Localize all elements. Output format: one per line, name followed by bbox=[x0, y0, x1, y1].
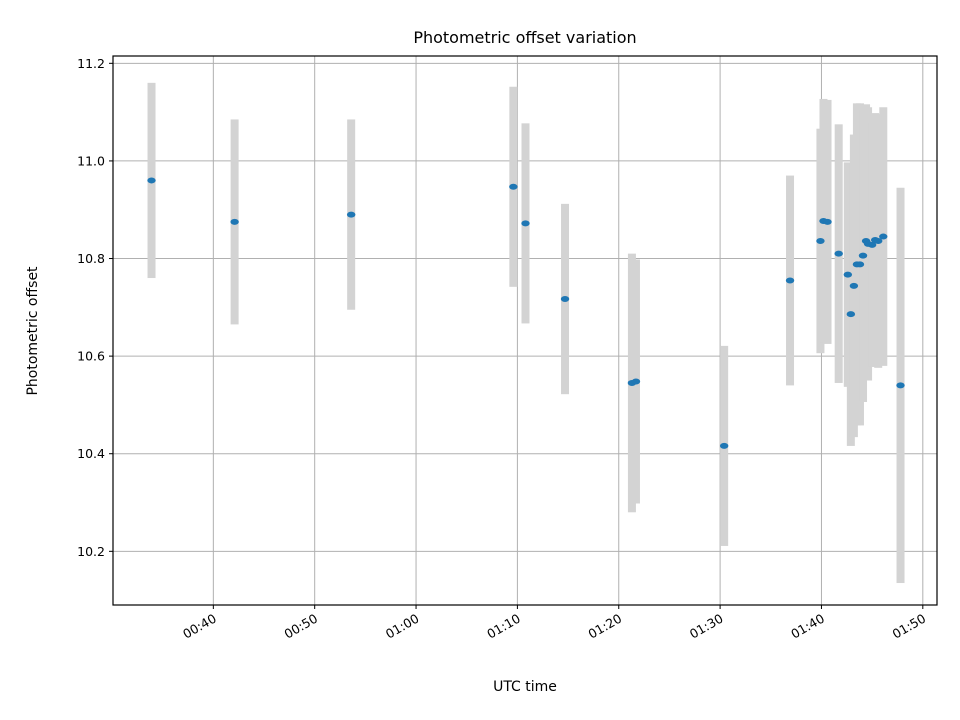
data-point bbox=[855, 261, 865, 268]
data-point bbox=[867, 241, 877, 248]
data-points bbox=[147, 177, 905, 449]
y-axis-label: Photometric offset bbox=[25, 266, 41, 396]
data-point bbox=[560, 296, 570, 303]
plot-frame bbox=[112, 55, 938, 606]
data-point bbox=[230, 218, 239, 225]
y-tick-label: 11.0 bbox=[77, 153, 105, 168]
data-point bbox=[719, 442, 729, 449]
data-point bbox=[147, 177, 156, 184]
data-point bbox=[849, 282, 859, 289]
data-point bbox=[785, 277, 795, 284]
y-tick-label: 10.6 bbox=[77, 349, 105, 364]
data-point bbox=[858, 252, 868, 259]
x-tick-label: 01:50 bbox=[890, 611, 929, 642]
data-point bbox=[521, 220, 530, 227]
error-bars bbox=[147, 82, 905, 584]
x-tick-label: 01:20 bbox=[586, 611, 625, 642]
y-tick-label: 10.8 bbox=[77, 251, 105, 266]
x-axis-label: UTC time bbox=[493, 679, 557, 695]
y-tick-label: 11.2 bbox=[77, 56, 105, 71]
data-point bbox=[823, 218, 832, 225]
data-point bbox=[816, 237, 825, 244]
data-point bbox=[846, 311, 856, 318]
x-tick-label: 00:40 bbox=[180, 611, 219, 642]
x-tick-label: 00:50 bbox=[281, 611, 320, 642]
data-point bbox=[509, 183, 518, 190]
data-point bbox=[874, 237, 883, 244]
data-point bbox=[631, 378, 641, 385]
x-tick-label: 01:30 bbox=[687, 611, 726, 642]
data-point bbox=[843, 271, 853, 278]
x-tick-label: 01:40 bbox=[788, 611, 827, 642]
data-point bbox=[346, 211, 356, 218]
x-tick-label: 01:10 bbox=[484, 611, 523, 642]
y-tick-label: 10.4 bbox=[77, 446, 105, 461]
y-tick-label: 10.2 bbox=[77, 544, 105, 559]
chart-title: Photometric offset variation bbox=[413, 28, 636, 47]
data-point bbox=[879, 233, 888, 240]
data-point bbox=[896, 382, 905, 389]
x-tick-label: 01:00 bbox=[383, 611, 422, 642]
axis-ticks: 10.2 10.4 10.6 10.8 11.0 11.2 00:40 00:50 01:00 0… bbox=[77, 56, 928, 642]
data-point bbox=[834, 250, 843, 257]
